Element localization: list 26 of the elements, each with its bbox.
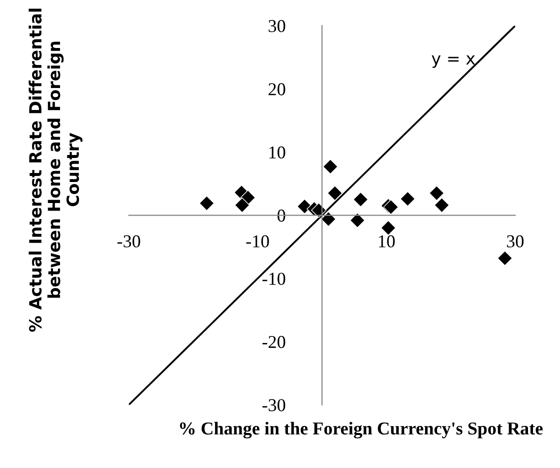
point — [322, 159, 338, 174]
y-tick-label: -30 — [262, 399, 286, 412]
point — [380, 220, 396, 236]
y-tick-label: 20 — [268, 83, 286, 96]
x-axis-title: % Change in the Foreign Currency's Spot Rate — [180, 422, 543, 438]
y-tick-label: -20 — [262, 336, 286, 348]
point — [350, 212, 366, 228]
point — [497, 250, 513, 266]
x-tick-label: 30 — [507, 235, 524, 248]
y-axis-title: % Actual Interest Rate Differential between Home and Foreign Country — [28, 8, 82, 332]
y-tick-label: 0 — [278, 210, 286, 222]
point — [434, 198, 450, 213]
point — [234, 198, 250, 213]
annotation: y = x — [432, 55, 475, 68]
x-tick-label: 10 — [378, 235, 395, 248]
x-tick-label: -30 — [117, 235, 140, 248]
y-tick-label: 30 — [268, 20, 286, 32]
y-tick-label: -10 — [262, 272, 286, 285]
y-tick-label: 10 — [269, 146, 286, 159]
point — [429, 186, 444, 201]
x-tick-label: -10 — [246, 235, 269, 248]
point — [199, 196, 214, 211]
point — [353, 192, 368, 208]
point — [383, 199, 399, 215]
point — [327, 186, 343, 201]
point — [400, 191, 416, 206]
